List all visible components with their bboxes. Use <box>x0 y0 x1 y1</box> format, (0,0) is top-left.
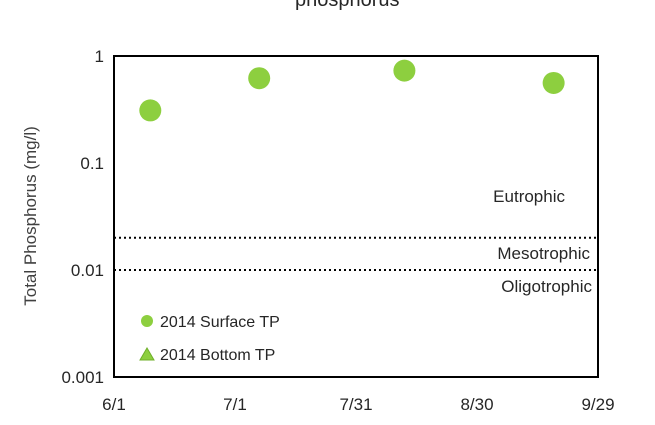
y-tick-label: 1 <box>95 47 104 66</box>
surface-tp-point <box>542 71 565 94</box>
y-tick-label: 0.01 <box>71 261 104 280</box>
surface-tp-point <box>248 67 271 90</box>
threshold-lines <box>114 236 598 271</box>
x-axis-ticks: 6/1 7/1 7/31 8/30 9/29 <box>102 395 614 414</box>
y-tick-label: 0.1 <box>80 154 104 173</box>
legend-bottom-label: 2014 Bottom TP <box>160 347 275 364</box>
y-tick-label: 0.001 <box>61 368 104 387</box>
x-tick-label: 8/30 <box>460 395 493 414</box>
x-tick-label: 7/1 <box>223 395 247 414</box>
y-axis-title: Total Phosphorus (mg/l) <box>21 126 40 306</box>
plot-area-border <box>113 55 599 378</box>
chart-title: phosphorus <box>295 0 400 11</box>
surface-tp-point <box>139 99 162 122</box>
x-tick-label: 6/1 <box>102 395 126 414</box>
surface-tp-point <box>393 59 416 82</box>
legend-bottom-marker <box>139 347 155 361</box>
data-points <box>139 59 565 122</box>
zone-label-eutrophic: Eutrophic <box>493 187 565 206</box>
legend: 2014 Surface TP 2014 Bottom TP <box>139 314 280 364</box>
y-axis-ticks: 0.001 0.01 0.1 1 <box>61 47 104 387</box>
zone-label-mesotrophic: Mesotrophic <box>497 244 590 263</box>
x-tick-label: 7/31 <box>339 395 372 414</box>
zone-label-oligotrophic: Oligotrophic <box>501 277 592 296</box>
legend-surface-label: 2014 Surface TP <box>160 314 280 331</box>
x-tick-label: 9/29 <box>581 395 614 414</box>
legend-surface-marker <box>141 315 153 327</box>
